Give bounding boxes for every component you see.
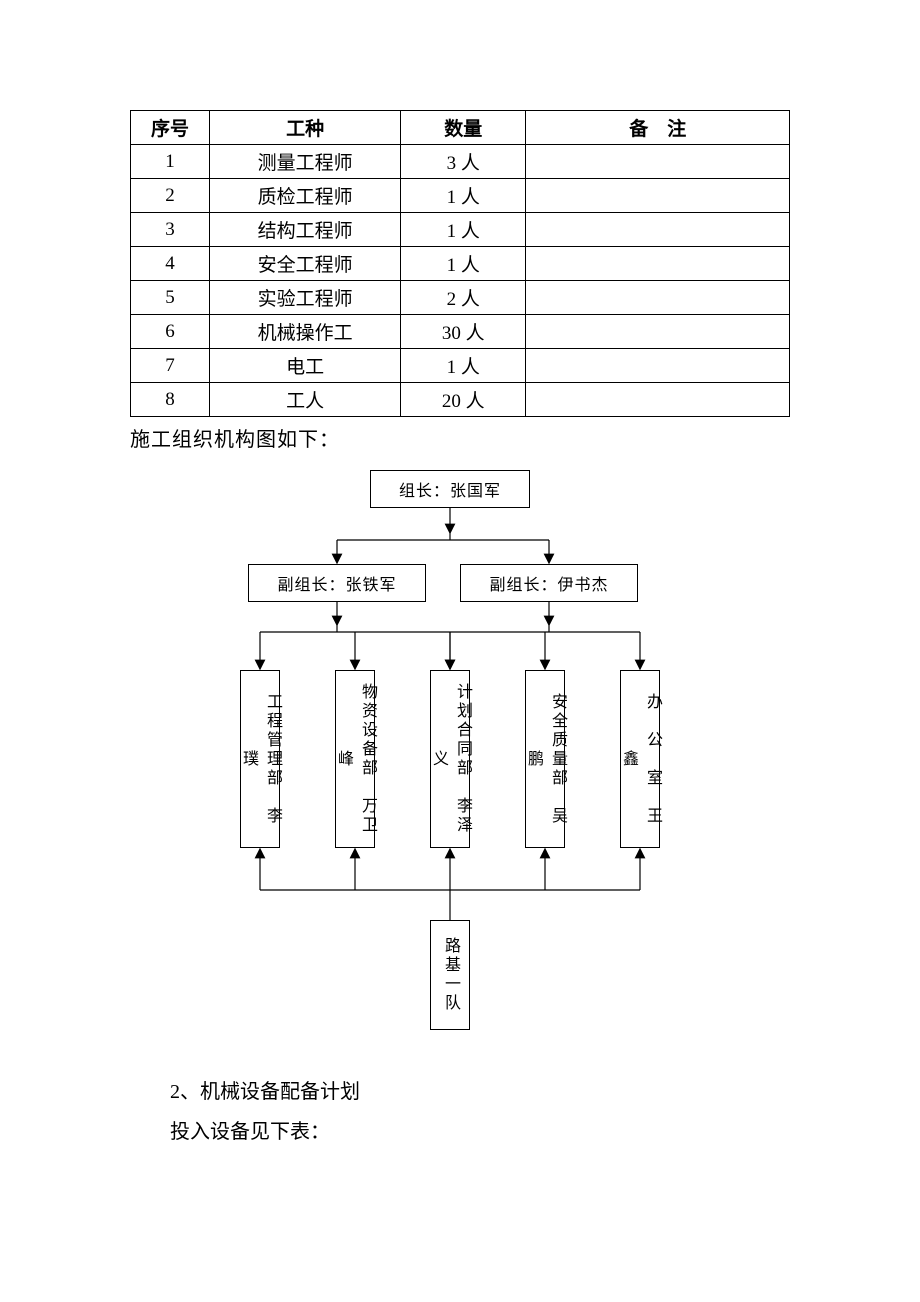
table-row: 7电工1 人 [131,349,790,383]
table-cell: 1 人 [401,213,526,247]
table-cell: 20 人 [401,383,526,417]
org-node-deputy1: 副组长：张铁军 [248,564,426,602]
table-cell: 8 [131,383,210,417]
table-cell: 测量工程师 [210,145,401,179]
table-cell: 质检工程师 [210,179,401,213]
table-row: 3结构工程师1 人 [131,213,790,247]
table-cell: 1 人 [401,179,526,213]
table-cell [526,349,790,383]
table-cell: 30 人 [401,315,526,349]
table-cell: 安全工程师 [210,247,401,281]
table-cell [526,247,790,281]
table-cell [526,213,790,247]
table-cell: 实验工程师 [210,281,401,315]
bottom-section: 2、机械设备配备计划 投入设备见下表： [170,1072,360,1152]
org-node-dept4: 安全质量部 吴 鹏 [525,670,565,848]
table-row: 4安全工程师1 人 [131,247,790,281]
table-cell [526,179,790,213]
table-cell: 1 人 [401,349,526,383]
th-note: 备 注 [526,111,790,145]
table-row: 6机械操作工30 人 [131,315,790,349]
table-cell: 5 [131,281,210,315]
org-node-dept1: 工程管理部 李 璞 [240,670,280,848]
table-cell: 3 [131,213,210,247]
table-cell [526,315,790,349]
table-cell: 6 [131,315,210,349]
th-type: 工种 [210,111,401,145]
table-cell: 3 人 [401,145,526,179]
table-cell: 1 人 [401,247,526,281]
table-cell: 4 [131,247,210,281]
table-cell: 电工 [210,349,401,383]
table-cell [526,383,790,417]
table-row: 8工人20 人 [131,383,790,417]
table-row: 2质检工程师1 人 [131,179,790,213]
org-node-deputy2: 副组长：伊书杰 [460,564,638,602]
table-cell: 2 [131,179,210,213]
table-cell: 结构工程师 [210,213,401,247]
table-cell: 2 人 [401,281,526,315]
org-node-team: 路基一队 [430,920,470,1030]
table-header-row: 序号 工种 数量 备 注 [131,111,790,145]
bottom-line-2: 投入设备见下表： [170,1112,360,1152]
table-row: 1测量工程师3 人 [131,145,790,179]
bottom-line-1: 2、机械设备配备计划 [170,1072,360,1112]
org-node-dept5: 办 公 室 王 鑫 [620,670,660,848]
table-cell [526,145,790,179]
th-seq: 序号 [131,111,210,145]
personnel-table: 序号 工种 数量 备 注 1测量工程师3 人2质检工程师1 人3结构工程师1 人… [130,110,790,417]
th-qty: 数量 [401,111,526,145]
org-node-leader: 组长：张国军 [370,470,530,508]
table-cell: 机械操作工 [210,315,401,349]
org-node-dept3: 计划合同部 李泽义 [430,670,470,848]
table-cell: 1 [131,145,210,179]
org-chart: 组长：张国军副组长：张铁军副组长：伊书杰工程管理部 李 璞 物资设备部 万卫峰 计划… [130,470,790,1030]
table-cell [526,281,790,315]
section-title: 施工组织机构图如下： [130,423,790,452]
table-cell: 7 [131,349,210,383]
org-node-dept2: 物资设备部 万卫峰 [335,670,375,848]
table-cell: 工人 [210,383,401,417]
table-row: 5实验工程师2 人 [131,281,790,315]
